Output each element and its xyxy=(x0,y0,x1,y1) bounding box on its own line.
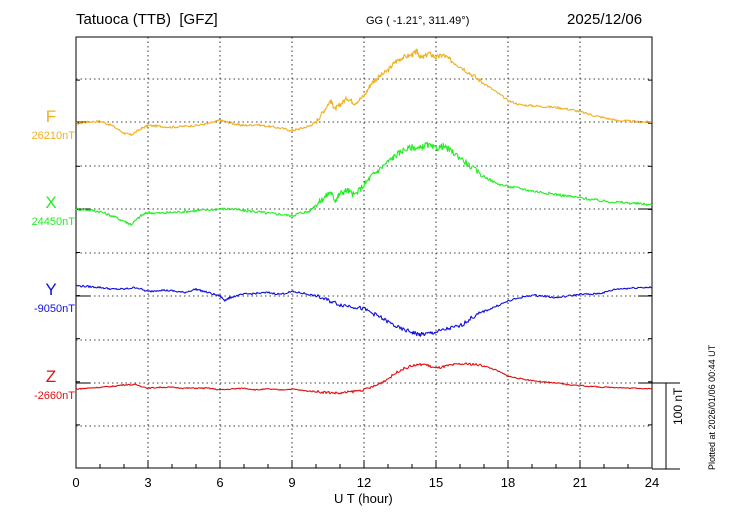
x-tick-label: 21 xyxy=(573,475,587,490)
x-tick-label: 15 xyxy=(429,475,443,490)
x-tick-label: 18 xyxy=(501,475,515,490)
baseline-label-z: -2660nT xyxy=(0,390,75,402)
series-line-z xyxy=(76,363,652,394)
baseline-label-y: -9050nT xyxy=(0,303,75,315)
baseline-label-f: 26210nT xyxy=(0,130,75,142)
x-tick-label: 9 xyxy=(288,475,295,490)
baseline-label-x: 24450nT xyxy=(0,216,75,228)
x-tick-label: 0 xyxy=(72,475,79,490)
x-axis-title: U T (hour) xyxy=(334,491,393,506)
component-label-z: Z xyxy=(21,367,81,387)
component-label-y: Y xyxy=(21,280,81,300)
x-tick-label: 24 xyxy=(645,475,659,490)
scale-bar-label: 100 nT xyxy=(671,388,685,425)
x-tick-label: 3 xyxy=(144,475,151,490)
x-tick-label: 6 xyxy=(216,475,223,490)
station-title: Tatuoca (TTB) [GFZ] xyxy=(76,11,218,28)
station-coordinates: GG ( -1.21°, 311.49°) xyxy=(366,15,469,27)
x-tick-label: 12 xyxy=(357,475,371,490)
series-line-y xyxy=(76,285,652,336)
chart-date: 2025/12/06 xyxy=(567,11,642,28)
plotted-timestamp: Plotted at 2026/01/06 00:44 UT xyxy=(707,345,717,470)
component-label-x: X xyxy=(21,193,81,213)
component-label-f: F xyxy=(21,107,81,127)
plot-frame xyxy=(76,37,652,468)
